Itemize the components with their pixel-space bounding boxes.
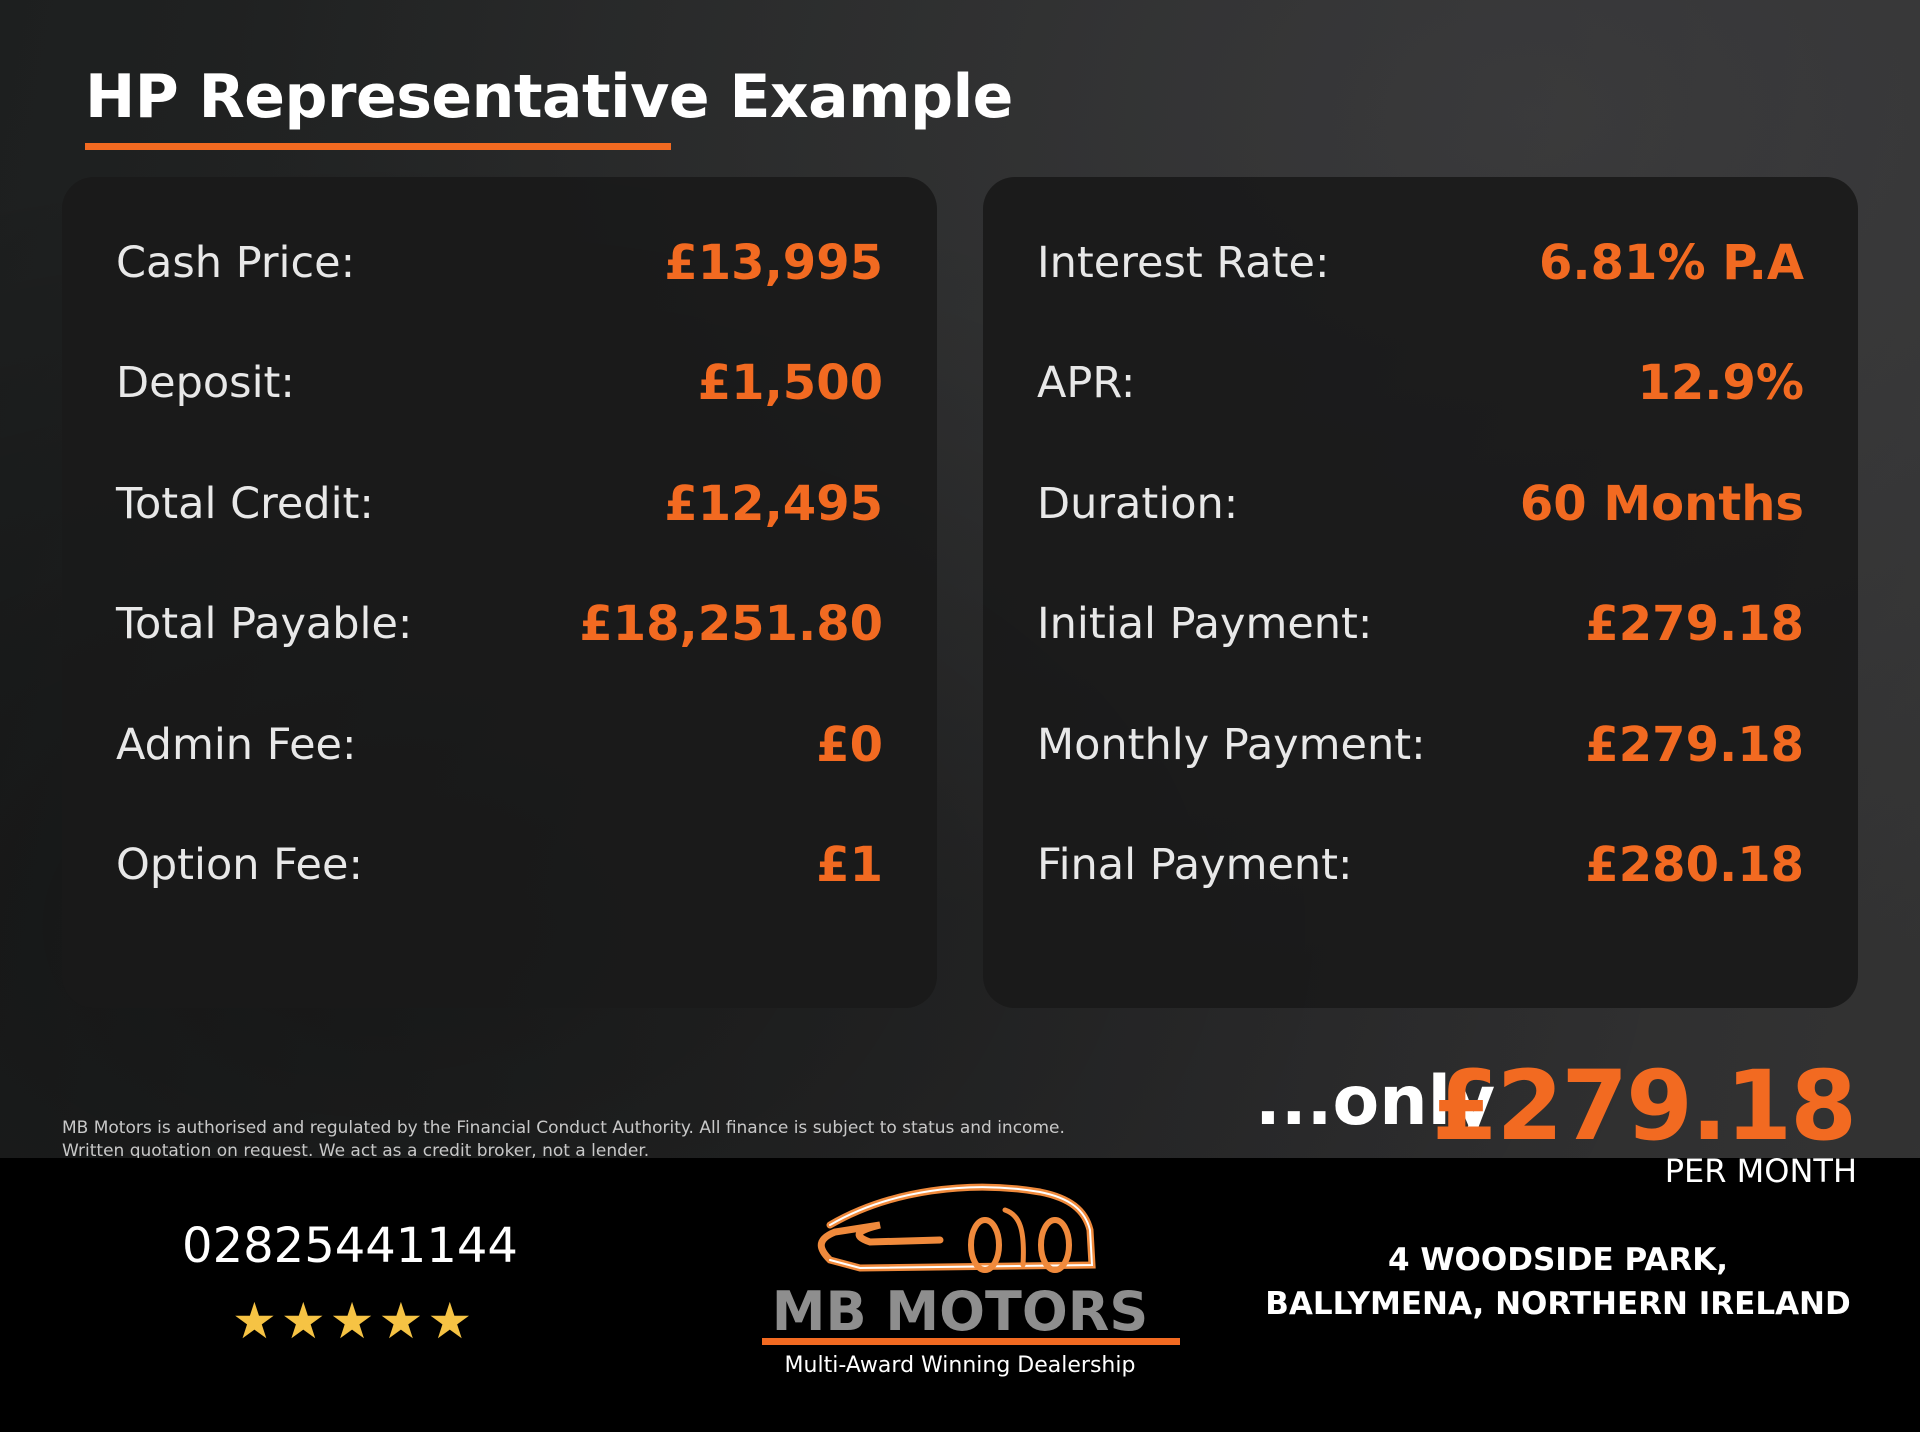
row-label: Initial Payment:: [1037, 599, 1373, 649]
mb-motors-logo: MB MOTORS Multi-Award Winning Dealership: [762, 1183, 1180, 1378]
row-label: Total Credit:: [116, 479, 374, 529]
row-value: £1: [816, 837, 883, 893]
phone-number[interactable]: 02825441144: [182, 1218, 518, 1274]
row-value: 60 Months: [1519, 476, 1804, 532]
row-value: £18,251.80: [579, 596, 883, 652]
finance-row: Final Payment: £280.18: [1037, 825, 1804, 905]
row-value: £0: [816, 717, 883, 773]
row-label: Interest Rate:: [1037, 238, 1330, 288]
title-underline: [85, 143, 671, 150]
finance-row: Total Payable: £18,251.80: [116, 584, 883, 664]
finance-row: APR: 12.9%: [1037, 343, 1804, 423]
row-label: Admin Fee:: [116, 720, 357, 770]
disclaimer-line: Written quotation on request. We act as …: [62, 1141, 650, 1161]
star-icon: ★: [280, 1292, 326, 1350]
page-title: HP Representative Example: [85, 62, 1013, 132]
finance-row: Interest Rate: 6.81% P.A: [1037, 223, 1804, 303]
disclaimer: MB Motors is authorised and regulated by…: [62, 1117, 1065, 1163]
row-label: Monthly Payment:: [1037, 720, 1426, 770]
row-label: Final Payment:: [1037, 840, 1353, 890]
finance-row: Total Credit: £12,495: [116, 464, 883, 544]
disclaimer-line: MB Motors is authorised and regulated by…: [62, 1118, 1065, 1138]
offer-price: £279.18: [1431, 1050, 1857, 1162]
finance-row: Initial Payment: £279.18: [1037, 584, 1804, 664]
logo-wordmark: MB MOTORS: [772, 1280, 1149, 1343]
finance-row: Admin Fee: £0: [116, 705, 883, 785]
finance-card-left: Cash Price: £13,995 Deposit: £1,500 Total Cr…: [62, 177, 937, 1008]
finance-card-right: Interest Rate: 6.81% P.A APR: 12.9% Duration…: [983, 177, 1858, 1008]
row-value: £279.18: [1585, 717, 1804, 773]
row-value: £13,995: [664, 235, 883, 291]
row-label: Total Payable:: [116, 599, 413, 649]
star-rating: ★ ★ ★ ★ ★: [232, 1296, 472, 1346]
row-label: Deposit:: [116, 358, 295, 408]
logo-tagline: Multi-Award Winning Dealership: [785, 1353, 1136, 1378]
offer-suffix: PER MONTH: [1664, 1152, 1857, 1190]
row-label: Duration:: [1037, 479, 1239, 529]
address-line: 4 WOODSIDE PARK,: [1387, 1242, 1729, 1278]
row-label: APR:: [1037, 358, 1136, 408]
star-icon: ★: [232, 1292, 277, 1350]
row-value: £280.18: [1585, 837, 1804, 893]
finance-row: Cash Price: £13,995: [116, 223, 883, 303]
address-line: BALLYMENA, NORTHERN IRELAND: [1265, 1286, 1851, 1322]
address: 4 WOODSIDE PARK, BALLYMENA, NORTHERN IRE…: [1240, 1238, 1876, 1326]
row-value: £279.18: [1585, 596, 1804, 652]
finance-row: Monthly Payment: £279.18: [1037, 705, 1804, 785]
row-label: Option Fee:: [116, 840, 363, 890]
offer-prefix: ...only: [1255, 1062, 1496, 1141]
star-icon: ★: [378, 1292, 424, 1350]
row-label: Cash Price:: [116, 238, 356, 288]
finance-row: Option Fee: £1: [116, 825, 883, 905]
finance-row: Duration: 60 Months: [1037, 464, 1804, 544]
star-icon: ★: [329, 1292, 375, 1350]
row-value: 6.81% P.A: [1539, 235, 1804, 291]
row-value: £1,500: [697, 355, 883, 411]
finance-row: Deposit: £1,500: [116, 343, 883, 423]
star-icon: ★: [427, 1292, 473, 1350]
row-value: £12,495: [664, 476, 883, 532]
footer: [0, 1158, 1920, 1432]
row-value: 12.9%: [1637, 355, 1804, 411]
